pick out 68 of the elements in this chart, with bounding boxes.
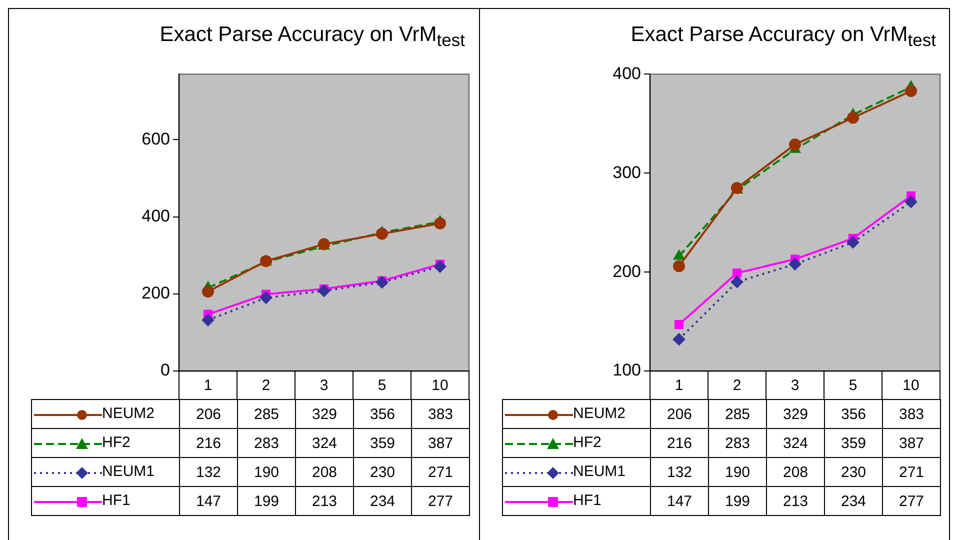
y-tick-label: 100 [612, 360, 641, 380]
y-tick-label: 600 [142, 129, 170, 148]
chart-title: Exact Parse Accuracy on VrM$_{test}$ [630, 22, 937, 52]
y-tick-label: 200 [142, 284, 170, 303]
data-label: 199 [238, 486, 296, 516]
x-tick-label: 2 [262, 377, 270, 394]
data-label: 356 [354, 400, 412, 428]
data-label: 230 [824, 458, 882, 486]
data-label: 359 [354, 428, 412, 458]
x-tick-label: 1 [674, 377, 684, 394]
x-tick-label: 5 [378, 377, 386, 394]
data-label: 213 [296, 486, 354, 516]
data-label: 356 [824, 400, 882, 428]
data-label: 359 [824, 428, 882, 458]
data-label: 147 [650, 486, 708, 516]
data-label: 283 [708, 428, 766, 458]
data-label: 283 [238, 428, 296, 458]
chart-title: Exact Parse Accuracy on VrM$_{test}$ [158, 22, 466, 52]
data-label: 387 [882, 428, 940, 458]
data-label: 213 [766, 486, 824, 516]
y-tick-label: 200 [612, 262, 641, 281]
x-tick-label: 10 [902, 377, 920, 394]
data-label: 383 [412, 400, 470, 428]
data-label: 190 [238, 458, 296, 486]
legend-label: NEUM1 [102, 463, 155, 480]
data-label: 277 [412, 486, 470, 516]
legend-label: NEUM1 [573, 463, 626, 480]
data-label: 324 [296, 428, 354, 458]
data-label: 208 [296, 458, 354, 486]
data-label: 271 [882, 458, 940, 486]
x-tick-label: 5 [848, 377, 858, 394]
data-label: 387 [412, 428, 470, 458]
x-tick-label: 3 [790, 377, 800, 394]
data-label: 216 [180, 428, 238, 458]
data-label: 132 [650, 458, 708, 486]
legend-label: HF1 [573, 492, 602, 510]
legend-label: HF2 [102, 434, 130, 452]
legend-label: NEUM2 [102, 405, 155, 422]
x-tick-label: 2 [732, 377, 742, 394]
data-label: 147 [180, 486, 238, 516]
data-label: 234 [824, 486, 882, 516]
data-label: 234 [354, 486, 412, 516]
y-tick-label: 400 [612, 64, 641, 83]
y-tick-label: 0 [160, 360, 170, 380]
data-label: 132 [180, 458, 238, 486]
y-tick-label: 400 [142, 206, 170, 226]
legend-label: HF1 [102, 492, 130, 510]
data-label: 329 [296, 400, 354, 428]
data-label: 285 [238, 400, 296, 428]
data-label: 329 [766, 400, 824, 428]
x-tick-label: 1 [204, 377, 212, 394]
data-label: 230 [354, 458, 412, 486]
x-tick-label: 10 [432, 377, 448, 394]
data-label: 208 [766, 458, 824, 486]
data-label: 216 [650, 428, 708, 458]
data-label: 206 [650, 400, 708, 428]
legend-label: NEUM2 [573, 405, 626, 422]
x-tick-label: 3 [320, 377, 328, 394]
y-tick-label: 300 [612, 162, 641, 182]
data-label: 285 [708, 400, 766, 428]
data-label: 199 [708, 486, 766, 516]
data-label: 206 [180, 400, 238, 428]
data-label: 190 [708, 458, 766, 486]
legend-label: HF2 [573, 434, 602, 452]
data-label: 271 [412, 458, 470, 486]
data-label: 277 [882, 486, 940, 516]
data-label: 324 [766, 428, 824, 458]
data-label: 383 [882, 400, 940, 428]
